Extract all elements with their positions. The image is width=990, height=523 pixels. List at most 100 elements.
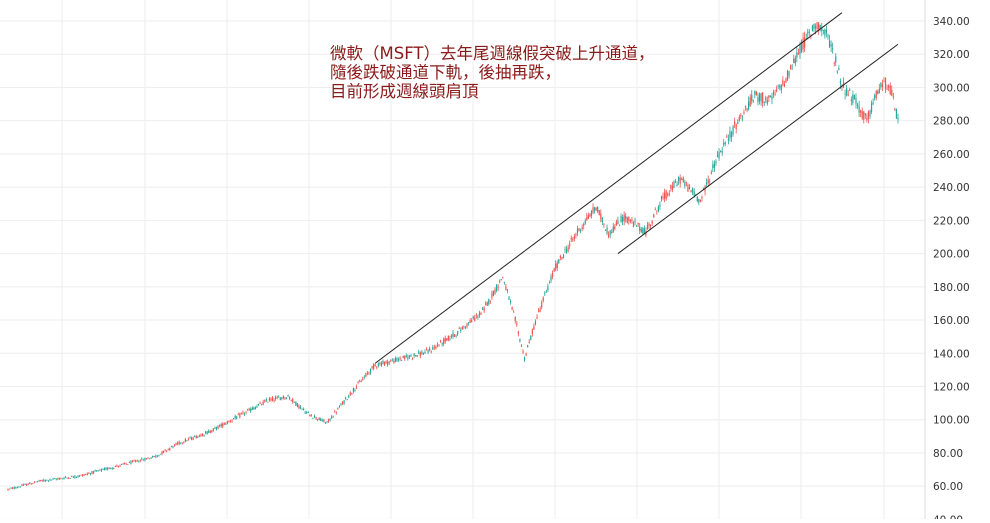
candle: [618, 224, 621, 226]
candle: [449, 336, 451, 341]
candle: [295, 401, 297, 406]
candle: [352, 387, 355, 394]
candle: [32, 482, 34, 485]
candle: [169, 447, 171, 452]
candle: [145, 457, 148, 460]
candle: [113, 467, 115, 470]
y-tick-label: 240.00: [933, 182, 970, 194]
candle: [646, 221, 649, 230]
candle: [55, 478, 57, 481]
candle: [332, 415, 334, 418]
candle: [802, 32, 804, 53]
candle: [413, 353, 415, 359]
candle: [853, 94, 856, 100]
candle: [441, 342, 443, 347]
candle: [654, 207, 656, 211]
candle: [453, 333, 456, 338]
candle: [757, 92, 759, 106]
candle: [743, 109, 745, 115]
candle: [183, 441, 185, 444]
candle: [209, 429, 211, 434]
candle: [807, 28, 809, 40]
candle: [164, 449, 166, 452]
candle: [114, 465, 116, 468]
candle: [684, 179, 686, 189]
candle: [534, 319, 537, 326]
candle: [44, 479, 46, 483]
candle: [94, 469, 96, 472]
candle: [203, 434, 205, 437]
candle: [377, 362, 379, 368]
candle: [639, 223, 641, 235]
candle: [474, 314, 476, 322]
candle: [866, 113, 868, 123]
candle: [416, 355, 418, 358]
candle: [427, 349, 429, 355]
candle: [573, 233, 575, 242]
candle: [111, 467, 113, 470]
channel-lines: [374, 12, 899, 364]
candle: [139, 459, 141, 463]
candle: [317, 419, 319, 422]
y-tick-label: 260.00: [933, 149, 970, 161]
candle: [797, 48, 800, 55]
candle: [486, 301, 488, 306]
candle: [880, 82, 882, 90]
candle: [387, 359, 389, 367]
candle: [433, 344, 435, 350]
candle: [278, 395, 280, 398]
candle: [539, 306, 541, 313]
candle: [611, 229, 613, 234]
candle: [127, 464, 129, 465]
candle: [768, 95, 770, 102]
candle: [466, 322, 468, 329]
candle: [723, 138, 725, 147]
candle: [607, 231, 610, 239]
channel-lower-line: [617, 43, 899, 254]
candle: [674, 178, 677, 184]
candle: [254, 406, 256, 410]
candle: [257, 403, 260, 407]
candle: [676, 181, 678, 187]
candle: [555, 260, 557, 272]
candle: [49, 478, 51, 482]
candle: [119, 464, 121, 467]
candle: [457, 330, 459, 337]
candle: [334, 409, 336, 413]
candle: [780, 84, 782, 94]
candle: [201, 433, 204, 437]
candle: [506, 288, 509, 294]
candle: [838, 65, 840, 71]
candle: [855, 93, 857, 109]
candle: [141, 457, 143, 461]
candle: [740, 112, 742, 120]
candle: [271, 395, 274, 402]
candle: [161, 450, 163, 456]
candle: [282, 395, 285, 400]
candle: [340, 403, 342, 406]
candle: [758, 92, 761, 105]
candle: [214, 426, 216, 430]
y-tick-label: 300.00: [933, 82, 970, 94]
candle: [824, 28, 826, 39]
candle: [71, 475, 73, 478]
candle: [584, 218, 586, 225]
candle: [402, 355, 404, 359]
candle: [77, 475, 79, 478]
candle: [615, 219, 617, 226]
candle: [785, 77, 787, 83]
candle: [813, 23, 815, 33]
candle: [92, 470, 95, 475]
candle: [47, 480, 50, 482]
candle: [248, 407, 250, 411]
candle: [265, 397, 267, 403]
candle: [579, 228, 582, 234]
y-tick-label: 200.00: [933, 249, 970, 261]
candle: [626, 216, 628, 224]
candle: [701, 195, 703, 202]
candle: [738, 114, 740, 122]
candle: [606, 224, 608, 236]
candle: [256, 404, 258, 408]
candle: [147, 457, 149, 459]
candle: [194, 435, 196, 438]
